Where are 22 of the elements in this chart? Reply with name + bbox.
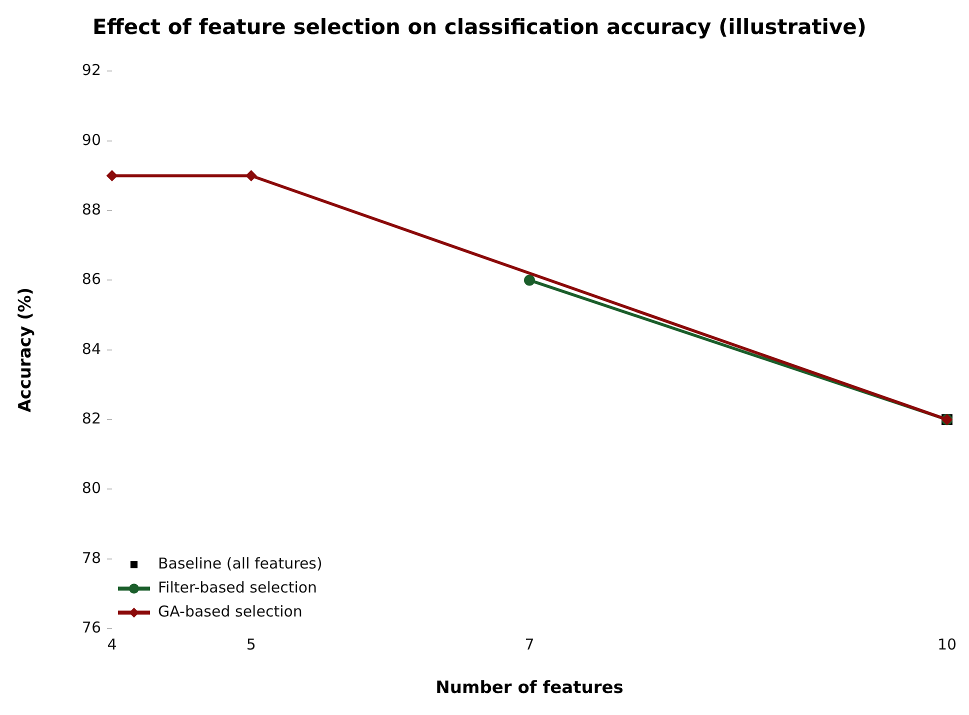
- y-tick-label: 86: [82, 270, 101, 288]
- x-axis-title: Number of features: [436, 678, 624, 698]
- y-tick-label: 78: [82, 548, 101, 567]
- point: [524, 274, 535, 286]
- y-tick-label: 84: [82, 340, 101, 358]
- y-axis-title: Accuracy (%): [16, 287, 36, 412]
- y-tick-label: 90: [82, 130, 101, 149]
- y-tick-label: 76: [82, 618, 101, 636]
- point: [246, 170, 257, 182]
- x-tick-label: 10: [937, 635, 957, 654]
- x-tick-label: 5: [246, 635, 256, 654]
- y-tick-label: 92: [82, 61, 101, 80]
- x-tick-label: 7: [524, 635, 534, 654]
- legend-label: GA-based selection: [158, 602, 302, 620]
- y-tick-label: 88: [82, 200, 101, 218]
- legend-label: Filter-based selection: [158, 578, 318, 596]
- legend-label: Baseline (all features): [158, 554, 322, 572]
- chart-title: Effect of feature selection on classification accuracy (illustrative): [92, 15, 867, 40]
- y-tick-label: 80: [82, 479, 101, 498]
- x-tick-label: 4: [107, 635, 117, 654]
- point: [106, 170, 118, 182]
- y-tick-label: 82: [82, 409, 101, 428]
